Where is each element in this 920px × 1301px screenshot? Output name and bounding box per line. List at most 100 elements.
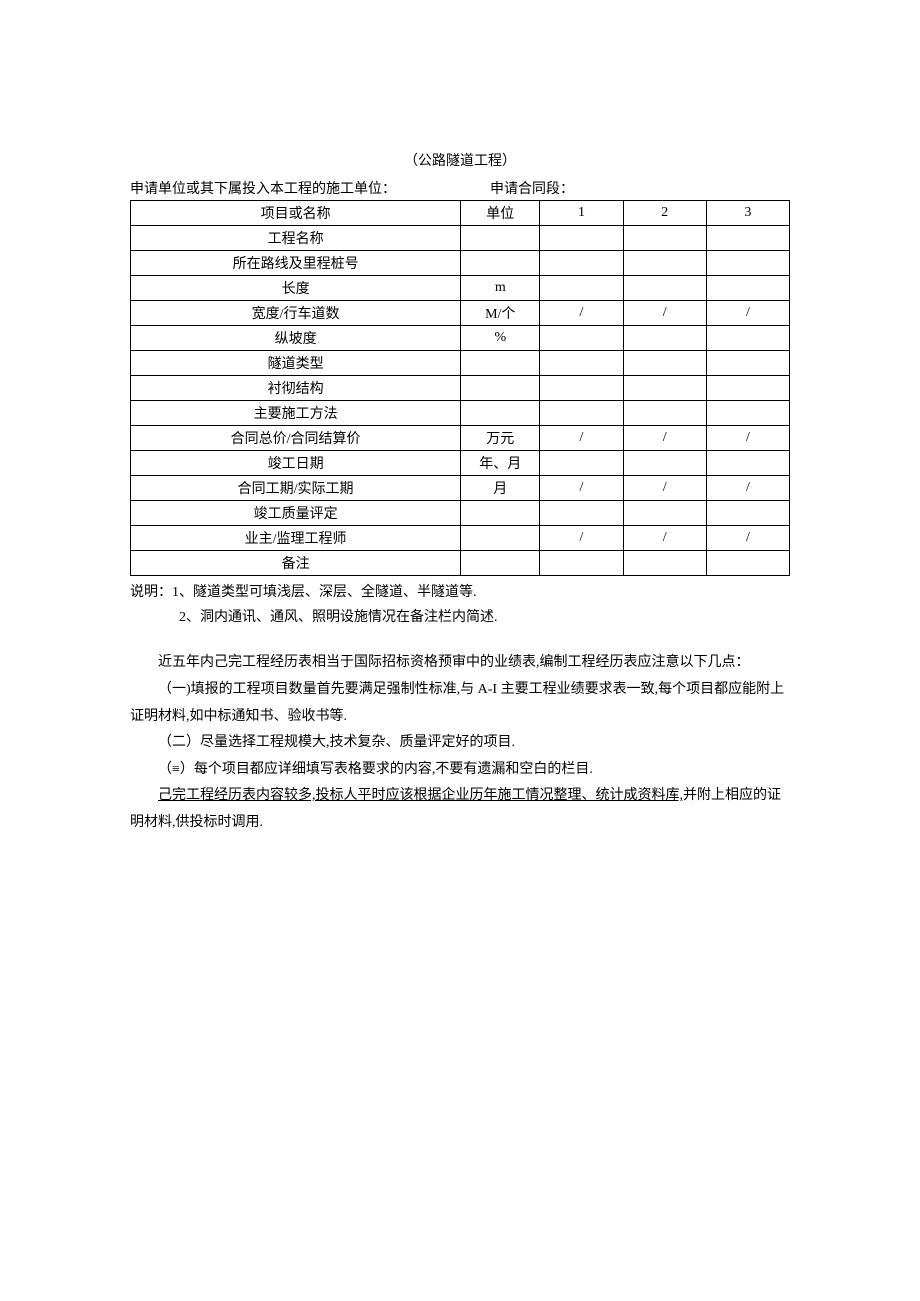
cell-3: / [706,301,789,326]
cell-item: 宽度/行车道数 [131,301,461,326]
cell-2 [623,451,706,476]
cell-unit [461,351,540,376]
cell-item: 所在路线及里程桩号 [131,251,461,276]
cell-item: 工程名称 [131,226,461,251]
cell-1 [540,326,623,351]
cell-3: / [706,526,789,551]
cell-1 [540,376,623,401]
cell-2 [623,376,706,401]
cell-3 [706,251,789,276]
cell-item: 隧道类型 [131,351,461,376]
cell-1: / [540,476,623,501]
cell-1 [540,251,623,276]
cell-unit [461,376,540,401]
paragraph-4: （≡）每个项目都应详细填写表格要求的内容,不要有遗漏和空白的栏目. [130,757,790,784]
table-row: 业主/监理工程师/// [131,526,790,551]
paragraphs-block: 近五年内己完工程经历表相当于国际招标资格预审中的业绩表,编制工程经历表应注意以下… [130,650,790,836]
cell-item: 主要施工方法 [131,401,461,426]
table-row: 工程名称 [131,226,790,251]
cell-3 [706,276,789,301]
cell-unit [461,251,540,276]
cell-2 [623,401,706,426]
cell-2 [623,551,706,576]
paragraph-5-underline: 己完工程经历表内容较多,投标人平时应该根据企业历年施工情况整理、统计成资料库, [158,788,683,803]
table-row: 备注 [131,551,790,576]
table-row: 衬彻结构 [131,376,790,401]
cell-unit [461,501,540,526]
col-1-header: 1 [540,201,623,226]
notes-line-2: 2、洞内通讯、通风、照明设施情况在备注栏内简述. [130,605,790,630]
cell-2 [623,276,706,301]
cell-2: / [623,476,706,501]
notes-label: 说明： [130,580,172,605]
cell-1 [540,551,623,576]
cell-item: 备注 [131,551,461,576]
cell-3 [706,501,789,526]
notes-line-1: 1、隧道类型可填浅层、深层、全隧道、半隧道等. [172,580,477,605]
cell-2 [623,251,706,276]
document-title: （公路隧道工程） [130,150,790,170]
cell-3 [706,376,789,401]
tunnel-table: 项目或名称 单位 1 2 3 工程名称所在路线及里程桩号长度m宽度/行车道数M/… [130,200,790,576]
cell-unit [461,551,540,576]
paragraph-5: 己完工程经历表内容较多,投标人平时应该根据企业历年施工情况整理、统计成资料库,并… [130,783,790,836]
cell-3 [706,351,789,376]
cell-unit: m [461,276,540,301]
cell-item: 合同工期/实际工期 [131,476,461,501]
cell-item: 竣工日期 [131,451,461,476]
table-row: 合同工期/实际工期月/// [131,476,790,501]
cell-2 [623,326,706,351]
cell-2 [623,501,706,526]
cell-2: / [623,526,706,551]
paragraph-1: 近五年内己完工程经历表相当于国际招标资格预审中的业绩表,编制工程经历表应注意以下… [130,650,790,677]
cell-1 [540,501,623,526]
contract-section-label: 申请合同段： [430,178,790,198]
cell-3 [706,401,789,426]
cell-3: / [706,426,789,451]
cell-1: / [540,526,623,551]
paragraph-2: （一)填报的工程项目数量首先要满足强制性标准,与 A-I 主要工程业绩要求表一致… [130,677,790,730]
cell-2: / [623,426,706,451]
cell-3 [706,226,789,251]
cell-1 [540,351,623,376]
cell-1 [540,276,623,301]
cell-item: 业主/监理工程师 [131,526,461,551]
cell-unit [461,526,540,551]
table-header-row: 项目或名称 单位 1 2 3 [131,201,790,226]
cell-1 [540,451,623,476]
table-row: 主要施工方法 [131,401,790,426]
notes-block: 说明： 1、隧道类型可填浅层、深层、全隧道、半隧道等. 2、洞内通讯、通风、照明… [130,580,790,630]
paragraph-3: （二）尽量选择工程规模大,技术复杂、质量评定好的项目. [130,730,790,757]
applicant-unit-label: 申请单位或其下属投入本工程的施工单位： [130,178,430,198]
cell-item: 纵坡度 [131,326,461,351]
cell-1: / [540,426,623,451]
cell-3 [706,326,789,351]
header-row: 申请单位或其下属投入本工程的施工单位： 申请合同段： [130,178,790,198]
table-row: 合同总价/合同结算价万元/// [131,426,790,451]
col-2-header: 2 [623,201,706,226]
cell-unit: M/个 [461,301,540,326]
table-row: 竣工质量评定 [131,501,790,526]
table-row: 竣工日期年、月 [131,451,790,476]
cell-unit: % [461,326,540,351]
table-row: 所在路线及里程桩号 [131,251,790,276]
cell-unit [461,226,540,251]
cell-2 [623,351,706,376]
cell-item: 衬彻结构 [131,376,461,401]
cell-3 [706,451,789,476]
table-row: 纵坡度% [131,326,790,351]
cell-unit: 万元 [461,426,540,451]
table-row: 宽度/行车道数M/个/// [131,301,790,326]
cell-item: 竣工质量评定 [131,501,461,526]
cell-1: / [540,301,623,326]
cell-1 [540,401,623,426]
cell-item: 合同总价/合同结算价 [131,426,461,451]
cell-unit [461,401,540,426]
cell-2: / [623,301,706,326]
cell-3: / [706,476,789,501]
table-row: 隧道类型 [131,351,790,376]
col-unit-header: 单位 [461,201,540,226]
col-3-header: 3 [706,201,789,226]
table-row: 长度m [131,276,790,301]
cell-unit: 年、月 [461,451,540,476]
